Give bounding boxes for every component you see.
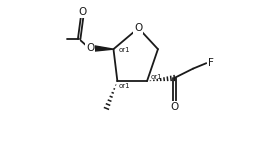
Text: O: O [134, 23, 143, 33]
Text: or1: or1 [119, 83, 130, 89]
Text: O: O [79, 7, 87, 17]
Text: F: F [208, 58, 214, 68]
Text: O: O [86, 43, 94, 53]
Text: or1: or1 [118, 47, 130, 53]
Polygon shape [91, 45, 113, 51]
Text: or1: or1 [151, 74, 163, 80]
Text: O: O [170, 102, 178, 112]
